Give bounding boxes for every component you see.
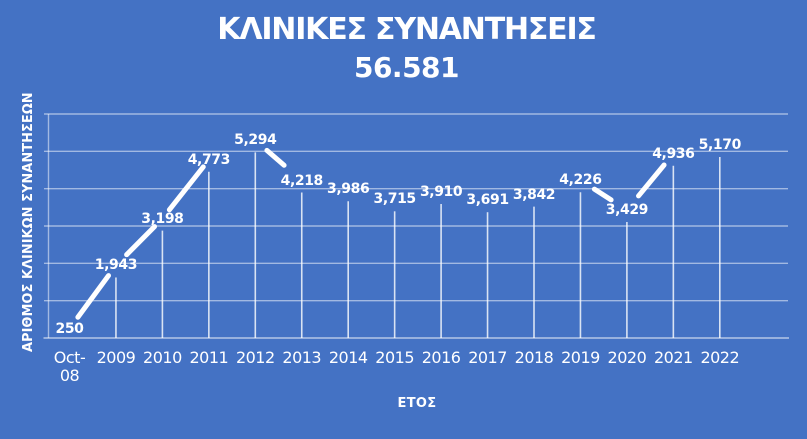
series-line-segment [124, 224, 158, 258]
y-axis-title: ΑΡΙΘΜΟΣ ΚΛΙΝΙΚΩΝ ΣΥΝΑΝΤΗΣΕΩΝ [21, 92, 36, 352]
x-tick-label: 2014 [328, 348, 368, 367]
x-tick-label: Oct- 08 [53, 348, 86, 385]
data-label: 4,226 [559, 172, 602, 189]
data-label: 3,691 [466, 192, 509, 209]
x-tick-label: 2012 [235, 348, 275, 367]
data-label: 3,429 [605, 201, 649, 218]
series-line-segment [264, 147, 287, 168]
data-label: 4,936 [652, 145, 695, 162]
x-tick-label: 2010 [143, 348, 182, 367]
series-line-segment [75, 273, 112, 320]
data-label: 5,170 [698, 136, 742, 153]
x-tick-label: 2021 [653, 348, 693, 367]
x-tick-label: 2019 [561, 348, 600, 367]
data-label: 4,218 [280, 172, 324, 189]
data-label: 3,198 [141, 210, 184, 227]
chart-title: ΚΛΙΝΙΚΕΣ ΣΥΝΑΝΤΗΣΕΙΣ [217, 12, 597, 47]
data-label: 5,294 [234, 132, 277, 149]
x-tick-label: 2015 [375, 348, 414, 367]
x-tick-label: 2022 [700, 348, 740, 367]
x-axis-title: ΕΤΟΣ [397, 396, 437, 411]
data-label: 1,943 [94, 257, 138, 274]
x-tick-label: 2013 [282, 348, 322, 367]
x-tick-label: 2020 [607, 348, 647, 367]
x-tick-label: 2016 [421, 348, 461, 367]
x-tick-label: 2009 [96, 348, 136, 367]
data-label: 4,773 [187, 151, 231, 168]
x-tick-label: 2011 [189, 348, 229, 367]
series-line-segment [591, 186, 614, 203]
series-line-segment [166, 164, 206, 213]
x-tick-label: 2017 [468, 348, 507, 367]
x-tick-label: 2018 [514, 348, 554, 367]
data-label: 3,842 [512, 186, 556, 203]
data-label: 3,910 [419, 184, 463, 201]
chart-total-subtitle: 56.581 [353, 51, 460, 84]
data-label: 3,715 [373, 191, 416, 208]
data-label: 3,986 [327, 181, 370, 198]
data-label: 250 [55, 320, 84, 337]
series-line-segment [636, 162, 667, 199]
